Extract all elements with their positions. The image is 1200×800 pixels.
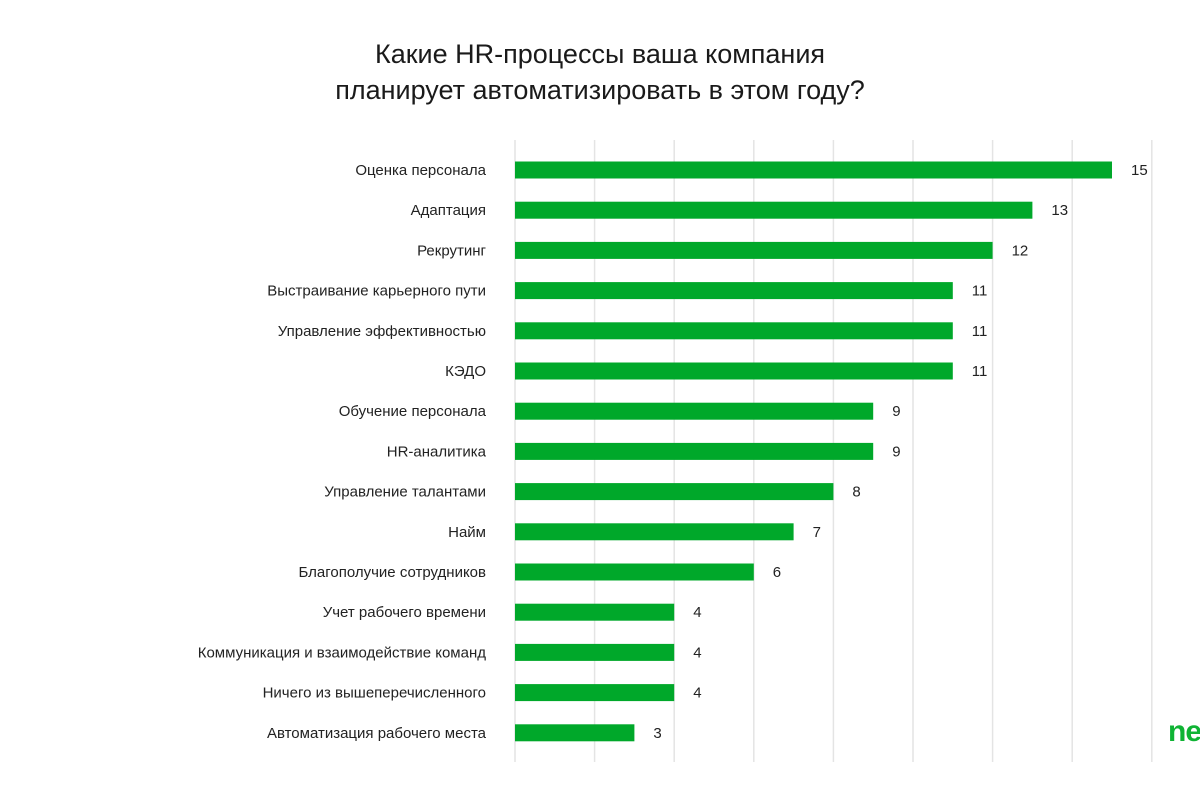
chart-title-line-2: планирует автоматизировать в этом году? [335, 75, 865, 105]
category-label: КЭДО [445, 363, 486, 380]
category-label: Обучение персонала [339, 403, 487, 420]
value-label: 4 [693, 644, 701, 661]
bar [515, 402, 874, 420]
bar [515, 483, 834, 501]
category-label: Рекрутинг [417, 242, 486, 259]
category-label: Управление эффективностью [278, 323, 486, 340]
value-label: 9 [892, 443, 900, 460]
value-label: 11 [972, 323, 988, 340]
bar [515, 724, 635, 742]
category-label: Коммуникация и взаимодействие команд [198, 644, 487, 661]
category-label: HR-аналитика [387, 443, 487, 460]
category-label: Управление талантами [324, 484, 486, 501]
value-label: 6 [773, 564, 781, 581]
category-label: Адаптация [411, 202, 486, 219]
value-label: 3 [653, 725, 661, 742]
bar [515, 442, 874, 460]
category-label: Найм [448, 524, 486, 541]
brand-logo: ne [1168, 715, 1200, 748]
chart-title: Какие HR-процессы ваша компания планируе… [0, 36, 1200, 108]
value-label: 4 [693, 604, 701, 621]
value-label: 11 [972, 363, 988, 380]
bar [515, 241, 993, 259]
category-label: Благополучие сотрудников [298, 564, 486, 581]
bar [515, 201, 1033, 219]
bar [515, 603, 675, 621]
value-label: 4 [693, 685, 701, 702]
bar [515, 643, 675, 661]
bar [515, 322, 953, 340]
bar [515, 523, 794, 541]
bar [515, 161, 1112, 179]
category-label: Ничего из вышеперечисленного [263, 685, 486, 702]
value-label: 7 [813, 524, 821, 541]
category-label: Учет рабочего времени [323, 604, 486, 621]
category-label: Оценка персонала [355, 162, 486, 179]
chart-title-line-1: Какие HR-процессы ваша компания [374, 39, 826, 69]
value-label: 15 [1131, 162, 1148, 179]
category-label: Выстраивание карьерного пути [267, 283, 486, 300]
bar [515, 282, 953, 300]
value-label: 8 [852, 484, 860, 501]
bar [515, 684, 675, 702]
bar [515, 563, 754, 581]
value-label: 12 [1012, 242, 1029, 259]
value-label: 13 [1051, 202, 1068, 219]
category-label: Автоматизация рабочего места [267, 725, 487, 742]
value-label: 11 [972, 283, 988, 300]
bar [515, 362, 953, 380]
value-label: 9 [892, 403, 900, 420]
